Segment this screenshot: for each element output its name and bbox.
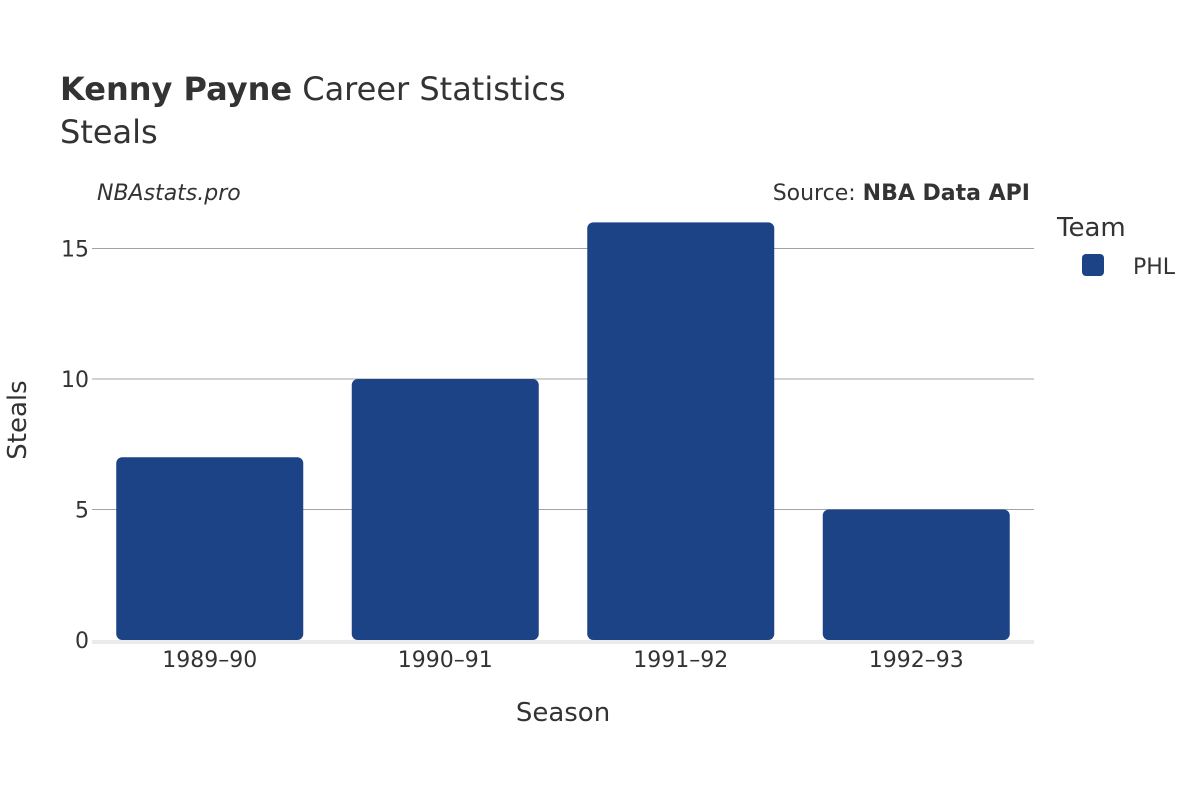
y-tick-labels: 0 5 10 15 bbox=[61, 238, 89, 655]
y-axis-title: Steals bbox=[3, 380, 33, 459]
chart-subtitle: Steals bbox=[60, 113, 158, 151]
chart-title: Kenny Payne Career Statistics bbox=[60, 70, 566, 108]
x-tick-label: 1990–91 bbox=[398, 648, 493, 673]
bar-1992–93 bbox=[822, 509, 1010, 640]
watermark: NBAstats.pro bbox=[97, 181, 241, 206]
legend-swatch-phl bbox=[1082, 254, 1104, 276]
bar-1991–92 bbox=[587, 222, 775, 640]
bars bbox=[116, 222, 1010, 640]
y-tick-label: 0 bbox=[75, 629, 89, 654]
source-name: NBA Data API bbox=[863, 181, 1030, 206]
title-rest: Career Statistics bbox=[292, 70, 566, 108]
title-player: Kenny Payne bbox=[60, 70, 292, 108]
bar-1990–91 bbox=[351, 379, 539, 640]
legend: Team PHL bbox=[1056, 213, 1176, 280]
y-tick-label: 5 bbox=[75, 499, 89, 524]
x-tick-labels: 1989–90 1990–91 1991–92 1992–93 bbox=[162, 648, 963, 673]
y-tick-label: 15 bbox=[61, 238, 89, 263]
legend-label-phl: PHL bbox=[1133, 255, 1176, 280]
bar-1989–90 bbox=[116, 457, 304, 640]
x-axis-title: Season bbox=[516, 698, 610, 728]
source-credit: Source: NBA Data API bbox=[773, 181, 1030, 206]
x-tick-label: 1989–90 bbox=[162, 648, 257, 673]
x-tick-label: 1992–93 bbox=[869, 648, 964, 673]
source-prefix: Source: bbox=[773, 181, 863, 206]
legend-title: Team bbox=[1056, 213, 1126, 243]
x-tick-label: 1991–92 bbox=[633, 648, 728, 673]
y-tick-label: 10 bbox=[61, 368, 89, 393]
